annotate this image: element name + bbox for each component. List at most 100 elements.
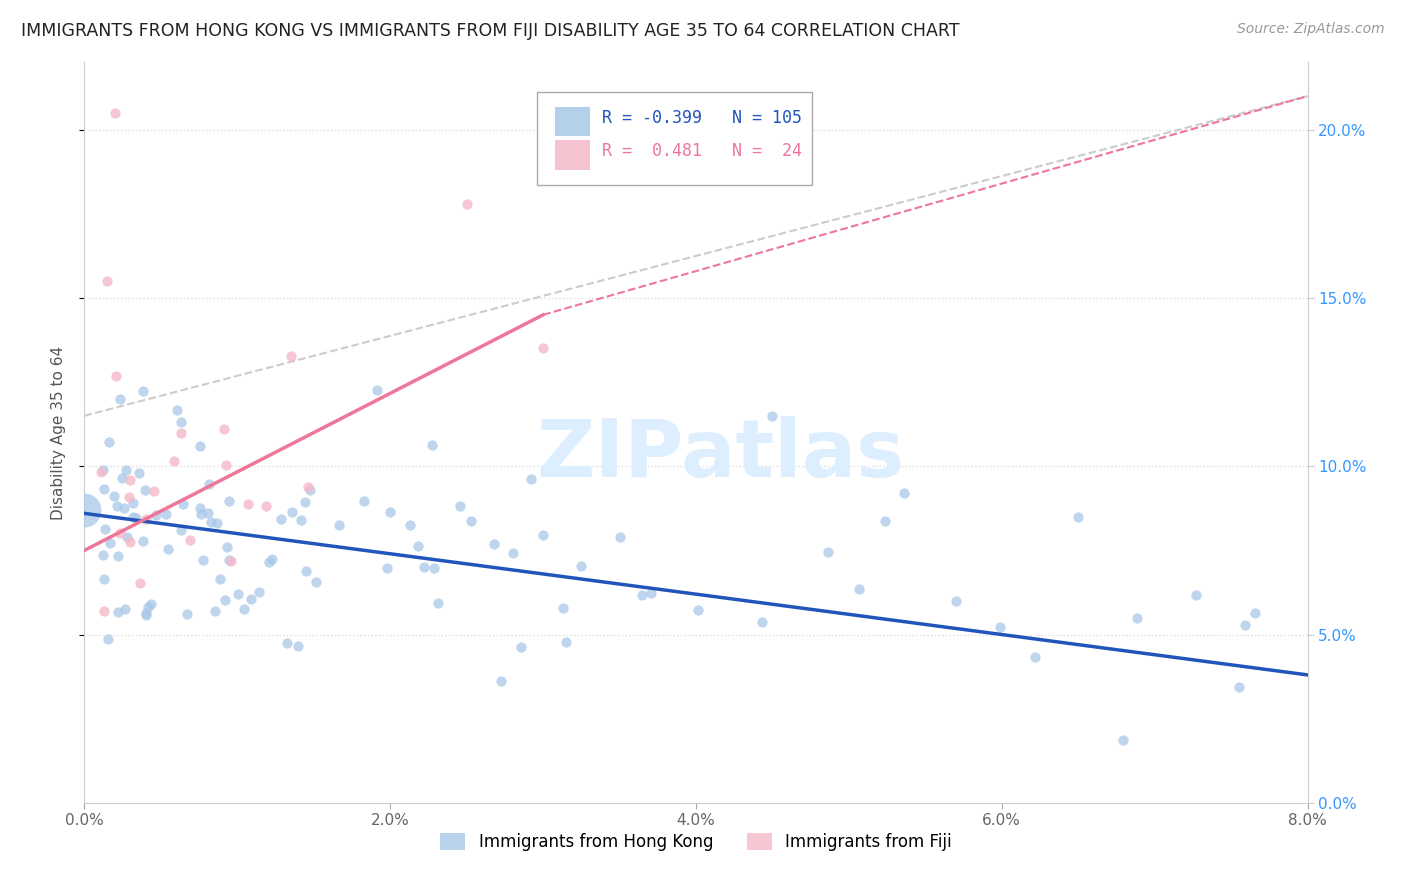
Point bbox=[136, 599, 159, 614]
Point bbox=[191, 553, 214, 567]
Point bbox=[399, 517, 422, 532]
Point bbox=[1067, 509, 1090, 524]
Point bbox=[145, 508, 167, 522]
Point bbox=[111, 471, 134, 485]
Point bbox=[97, 632, 120, 646]
Point bbox=[761, 409, 783, 423]
Point bbox=[990, 620, 1012, 634]
Point bbox=[108, 392, 131, 407]
Point bbox=[197, 506, 219, 520]
Point bbox=[117, 530, 139, 544]
Point bbox=[96, 274, 118, 288]
Point bbox=[420, 437, 443, 451]
Point bbox=[169, 415, 191, 429]
Point bbox=[631, 588, 654, 602]
Point bbox=[93, 482, 115, 496]
Point bbox=[510, 640, 533, 654]
Point bbox=[93, 573, 115, 587]
Point bbox=[155, 507, 177, 521]
Point bbox=[413, 560, 436, 574]
Point bbox=[520, 473, 543, 487]
Point bbox=[366, 383, 388, 397]
Point bbox=[571, 558, 593, 573]
Point bbox=[233, 602, 256, 616]
Point bbox=[294, 495, 316, 509]
Point bbox=[112, 501, 135, 516]
Point bbox=[166, 403, 188, 417]
Point bbox=[97, 434, 120, 449]
Point bbox=[73, 503, 96, 517]
Point bbox=[107, 549, 129, 563]
Bar bbox=[555, 140, 589, 169]
Bar bbox=[555, 107, 589, 136]
Point bbox=[945, 594, 967, 608]
Point bbox=[328, 518, 350, 533]
Point bbox=[640, 586, 662, 600]
Point bbox=[427, 596, 450, 610]
Point bbox=[375, 561, 398, 575]
Point bbox=[239, 592, 262, 607]
Point bbox=[817, 545, 839, 559]
Text: Source: ZipAtlas.com: Source: ZipAtlas.com bbox=[1237, 22, 1385, 37]
Point bbox=[1227, 680, 1250, 694]
Point bbox=[848, 582, 870, 597]
Point bbox=[124, 511, 146, 525]
FancyBboxPatch shape bbox=[537, 92, 813, 185]
Point bbox=[132, 534, 155, 549]
Point bbox=[100, 536, 122, 550]
Point bbox=[1234, 618, 1257, 632]
Point bbox=[281, 505, 304, 519]
Point bbox=[157, 542, 180, 557]
Point bbox=[449, 500, 471, 514]
Point bbox=[226, 587, 249, 601]
Point bbox=[609, 530, 631, 544]
Point bbox=[1112, 733, 1135, 747]
Point bbox=[686, 603, 709, 617]
Point bbox=[553, 600, 575, 615]
Point bbox=[142, 484, 165, 499]
Point bbox=[94, 522, 117, 536]
Point bbox=[105, 369, 128, 384]
Point bbox=[297, 480, 319, 494]
Point bbox=[456, 196, 478, 211]
Text: R =  0.481   N =  24: R = 0.481 N = 24 bbox=[602, 143, 801, 161]
Point bbox=[215, 458, 238, 472]
Point bbox=[460, 514, 482, 528]
Point bbox=[132, 384, 155, 398]
Point bbox=[259, 555, 281, 569]
Point bbox=[121, 510, 143, 524]
Point bbox=[1125, 611, 1147, 625]
Point bbox=[406, 539, 429, 553]
Point bbox=[179, 533, 201, 547]
Point bbox=[134, 483, 156, 498]
Point bbox=[212, 421, 235, 435]
Point bbox=[170, 425, 193, 440]
Point bbox=[873, 515, 896, 529]
Point bbox=[751, 615, 773, 630]
Legend: Immigrants from Hong Kong, Immigrants from Fiji: Immigrants from Hong Kong, Immigrants fr… bbox=[433, 826, 959, 857]
Point bbox=[172, 497, 194, 511]
Point bbox=[163, 453, 186, 467]
Point bbox=[423, 561, 446, 575]
Point bbox=[531, 341, 554, 355]
Point bbox=[104, 106, 127, 120]
Point bbox=[218, 552, 240, 566]
Point bbox=[129, 575, 152, 590]
Text: ZIPatlas: ZIPatlas bbox=[536, 416, 904, 494]
Point bbox=[531, 527, 554, 541]
Point bbox=[188, 501, 211, 516]
Point bbox=[353, 494, 375, 508]
Text: IMMIGRANTS FROM HONG KONG VS IMMIGRANTS FROM FIJI DISABILITY AGE 35 TO 64 CORREL: IMMIGRANTS FROM HONG KONG VS IMMIGRANTS … bbox=[21, 22, 959, 40]
Point bbox=[115, 463, 138, 477]
Point bbox=[176, 607, 198, 622]
Point bbox=[254, 499, 277, 513]
Point bbox=[135, 606, 157, 620]
Point bbox=[287, 639, 309, 653]
Point bbox=[280, 349, 302, 363]
Point bbox=[120, 473, 142, 487]
Text: R = -0.399   N = 105: R = -0.399 N = 105 bbox=[602, 109, 801, 127]
Point bbox=[893, 486, 915, 500]
Point bbox=[217, 540, 239, 554]
Point bbox=[305, 574, 328, 589]
Point bbox=[135, 512, 157, 526]
